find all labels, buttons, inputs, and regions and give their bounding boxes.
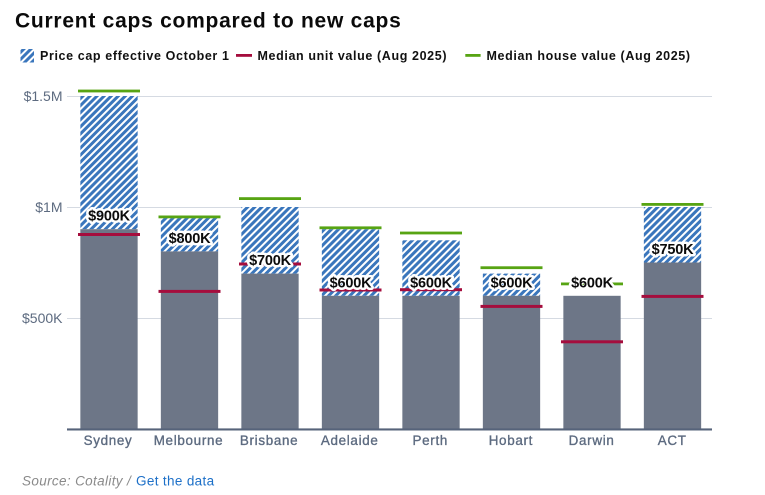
svg-text:$900K: $900K — [88, 209, 130, 225]
svg-text:Melbourne: Melbourne — [154, 433, 224, 448]
svg-text:Brisbane: Brisbane — [240, 433, 298, 448]
svg-text:$600K: $600K — [410, 275, 452, 291]
svg-text:Sydney: Sydney — [84, 433, 133, 448]
svg-text:$600K: $600K — [491, 275, 533, 291]
svg-text:Hobart: Hobart — [489, 433, 533, 448]
svg-text:Current caps compared to new c: Current caps compared to new caps — [15, 10, 402, 33]
svg-text:$700K: $700K — [249, 253, 291, 269]
svg-text:Median house value (Aug 2025): Median house value (Aug 2025) — [487, 49, 691, 63]
svg-text:Darwin: Darwin — [569, 433, 615, 448]
svg-text:$750K: $750K — [652, 242, 694, 258]
svg-text:Median unit value (Aug 2025): Median unit value (Aug 2025) — [258, 49, 448, 63]
svg-text:$600K: $600K — [571, 275, 613, 291]
svg-text:Adelaide: Adelaide — [321, 433, 379, 448]
svg-text:Get the data: Get the data — [136, 474, 215, 489]
svg-text:Source: Cotality /: Source: Cotality / — [22, 474, 132, 489]
svg-text:Perth: Perth — [413, 433, 449, 448]
svg-text:$1.5M: $1.5M — [24, 88, 63, 104]
svg-text:$600K: $600K — [330, 275, 372, 291]
svg-text:$500K: $500K — [22, 310, 63, 326]
svg-text:$1M: $1M — [35, 199, 62, 215]
svg-text:Price cap effective October 1: Price cap effective October 1 — [40, 49, 230, 63]
svg-text:ACT: ACT — [658, 433, 687, 448]
svg-text:$800K: $800K — [169, 231, 211, 247]
